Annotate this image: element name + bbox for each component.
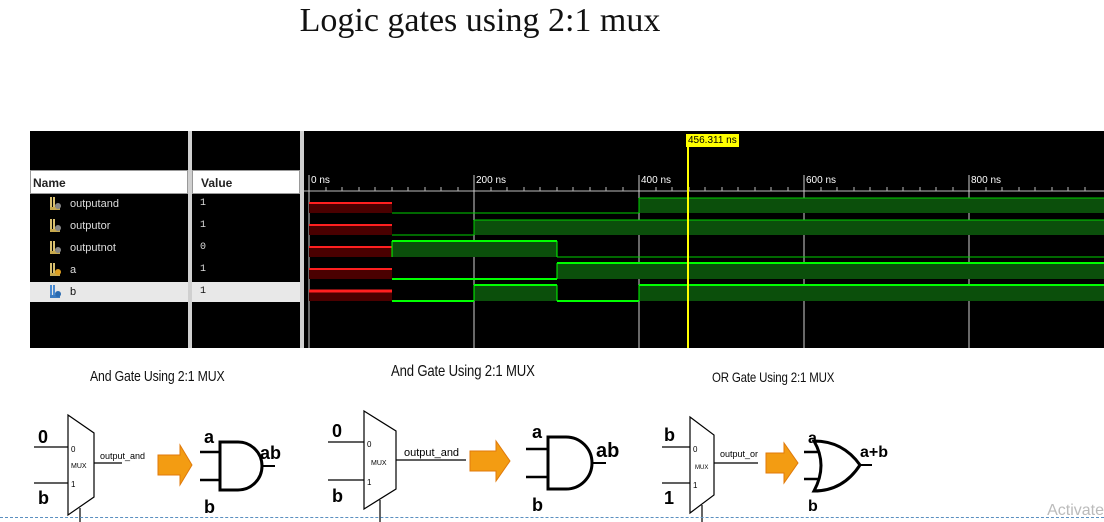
svg-text:ab: ab [596, 440, 619, 462]
svg-text:MUX: MUX [371, 460, 387, 467]
and-gate-icon [546, 435, 594, 491]
output-signal-icon [50, 241, 61, 254]
mux-input-0-label: 0 [38, 427, 48, 447]
tick-label: 600 ns [806, 175, 836, 186]
svg-text:1: 1 [664, 488, 674, 508]
mux-block [363, 409, 397, 511]
output-signal-icon [50, 219, 61, 232]
mux-output-label: output_and [100, 451, 145, 461]
signal-row[interactable]: outputand [30, 194, 188, 214]
signal-names-panel: Name outputand outputor outputnot a b [30, 131, 188, 348]
svg-text:0: 0 [332, 421, 342, 441]
and-gate-icon [218, 440, 264, 492]
wave-a [309, 262, 1104, 280]
mux-input-1-label: b [38, 488, 49, 508]
wave-b [309, 284, 1104, 302]
input-signal-icon [50, 285, 61, 298]
signal-row[interactable]: a [30, 260, 188, 280]
svg-text:a: a [532, 422, 543, 442]
svg-text:output_and: output_and [404, 447, 459, 459]
diagram-title: And Gate Using 2:1 MUX [391, 363, 535, 380]
svg-text:1: 1 [71, 480, 76, 489]
activate-windows-watermark: Activate [1047, 502, 1104, 519]
waveform-viewer: Name outputand outputor outputnot a b Va… [30, 131, 1104, 348]
signal-name: outputor [70, 220, 111, 232]
mux-block [67, 413, 95, 517]
ruler-minor-ticks [325, 187, 1086, 191]
svg-text:MUX: MUX [695, 465, 708, 471]
svg-text:b: b [808, 498, 818, 515]
waveform-panel[interactable]: 0 ns 200 ns 400 ns 600 ns 800 ns [304, 131, 1104, 348]
name-column-header[interactable]: Name [30, 170, 188, 194]
signal-name: a [70, 264, 77, 276]
wave-outputor [309, 219, 1104, 236]
value-row: 0 [192, 238, 300, 258]
panel-splitter[interactable] [300, 131, 304, 348]
page-title: Logic gates using 2:1 mux [299, 2, 661, 39]
svg-text:a+b: a+b [860, 444, 888, 461]
and-gate-mux-diagram-1: 0 b 0 1 MUX output_and a b ab [34, 413, 281, 522]
cursor-time-label: 456.311 ns [686, 134, 739, 147]
mux-block [689, 415, 715, 515]
svg-text:0: 0 [367, 440, 372, 449]
svg-text:ab: ab [260, 443, 281, 463]
svg-text:output_or: output_or [720, 449, 758, 459]
signal-values-panel: Value 1 1 0 1 1 [192, 131, 300, 348]
svg-text:1: 1 [693, 481, 698, 490]
arrow-icon [157, 443, 193, 487]
svg-text:b: b [532, 495, 543, 515]
value-row-selected: 1 [192, 282, 300, 302]
wave-outputnot [309, 240, 1104, 258]
panel-splitter[interactable] [188, 131, 192, 348]
or-gate-mux-diagram: b 1 0 1 MUX output_or a b a+b [662, 415, 888, 522]
tick-label: 800 ns [971, 175, 1001, 186]
value-row: 1 [192, 260, 300, 280]
wave-outputand [309, 197, 1104, 214]
or-gate-icon [811, 439, 862, 493]
value-row: 1 [192, 216, 300, 236]
value-column-header[interactable]: Value [192, 170, 300, 194]
svg-text:b: b [664, 425, 675, 445]
svg-text:1: 1 [367, 478, 372, 487]
svg-text:0: 0 [693, 445, 698, 454]
signal-name: outputnot [70, 242, 116, 254]
signal-value: 0 [200, 242, 207, 253]
svg-text:0: 0 [71, 445, 76, 454]
waveform-canvas: 0 ns 200 ns 400 ns 600 ns 800 ns [304, 145, 1104, 348]
input-signal-icon [50, 263, 61, 276]
and-gate-mux-diagram-2: 0 b 0 1 MUX output_and a b ab [328, 409, 619, 522]
arrow-icon [765, 441, 799, 485]
signal-value: 1 [200, 264, 207, 275]
svg-text:MUX: MUX [71, 463, 87, 470]
tick-label: 0 ns [311, 175, 330, 186]
svg-text:a: a [808, 430, 817, 447]
svg-text:a: a [204, 427, 215, 447]
svg-text:b: b [332, 486, 343, 506]
diagram-title: OR Gate Using 2:1 MUX [712, 369, 835, 385]
signal-row-selected[interactable]: b [30, 282, 188, 302]
tick-label: 200 ns [476, 175, 506, 186]
signal-value: 1 [200, 198, 207, 209]
value-row: 1 [192, 194, 300, 214]
signal-name: outputand [70, 198, 119, 210]
signal-name: b [70, 286, 77, 298]
signal-row[interactable]: outputnot [30, 238, 188, 258]
output-signal-icon [50, 197, 61, 210]
svg-text:b: b [204, 497, 215, 517]
signal-value: 1 [200, 286, 207, 297]
page-border [0, 517, 1104, 518]
arrow-icon [469, 439, 511, 483]
tick-label: 400 ns [641, 175, 671, 186]
signal-row[interactable]: outputor [30, 216, 188, 236]
diagram-title: And Gate Using 2:1 MUX [90, 368, 225, 385]
signal-value: 1 [200, 220, 207, 231]
